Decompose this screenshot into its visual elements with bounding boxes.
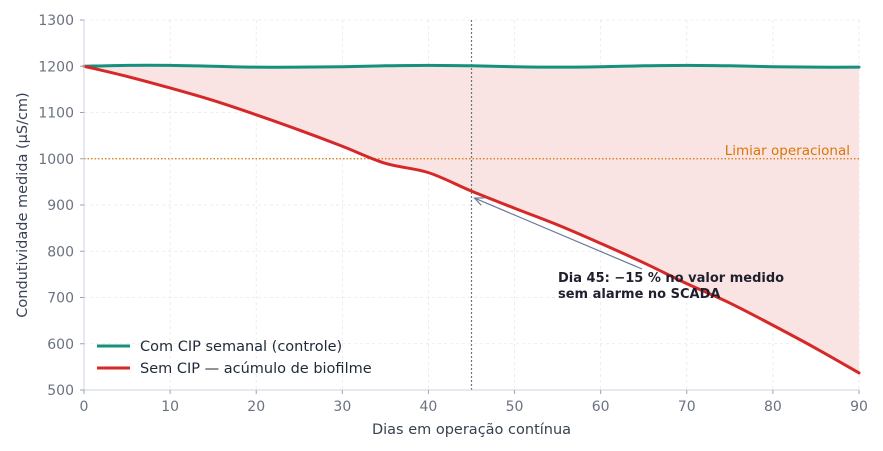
x-tick-label: 40 bbox=[420, 399, 438, 415]
x-tick-label: 80 bbox=[764, 399, 782, 415]
series-line-no-cip bbox=[82, 64, 861, 375]
legend-label: Com CIP semanal (controle) bbox=[140, 339, 342, 355]
annotation-arrowhead bbox=[473, 197, 485, 206]
x-tick-label: 50 bbox=[506, 399, 524, 415]
y-tick-label: 700 bbox=[47, 291, 74, 307]
y-tick-label: 800 bbox=[47, 244, 74, 260]
series-line-control bbox=[82, 63, 861, 69]
annotation-line-1: Dia 45: −15 % no valor medido bbox=[558, 271, 784, 286]
y-axis-label: Condutividade medida (µS/cm) bbox=[15, 92, 31, 317]
legend: Com CIP semanal (controle) Sem CIP — acúm… bbox=[97, 339, 372, 377]
x-tick-label: 0 bbox=[80, 399, 89, 415]
y-tick-label: 500 bbox=[47, 383, 74, 399]
x-tick-label: 20 bbox=[247, 399, 265, 415]
x-tick-label: 70 bbox=[678, 399, 696, 415]
x-tick-label: 30 bbox=[333, 399, 351, 415]
x-tick-label: 10 bbox=[161, 399, 179, 415]
y-tick-label: 1100 bbox=[38, 106, 74, 122]
biofilm-gap-fill bbox=[84, 65, 859, 373]
legend-label: Sem CIP — acúmulo de biofilme bbox=[140, 361, 372, 377]
y-tick-label: 1000 bbox=[38, 152, 74, 168]
annotation-line-2: sem alarme no SCADA bbox=[558, 287, 720, 302]
x-tick-label: 90 bbox=[850, 399, 868, 415]
threshold-label: Limiar operacional bbox=[725, 143, 850, 159]
y-tick-label: 900 bbox=[47, 198, 74, 214]
annotation-arrow bbox=[474, 197, 643, 270]
series-group bbox=[82, 63, 861, 375]
x-axis-label: Dias em operação contínua bbox=[372, 422, 571, 438]
y-tick-label: 1300 bbox=[38, 13, 74, 29]
y-tick-label: 1200 bbox=[38, 59, 74, 75]
tick-labels: 0 10 20 30 40 50 60 70 80 90 500 600 700 800 900 1000 11… bbox=[38, 13, 868, 415]
y-tick-label: 600 bbox=[47, 337, 74, 353]
x-tick-label: 60 bbox=[592, 399, 610, 415]
annotation: Dia 45: −15 % no valor medido sem alarme… bbox=[473, 197, 784, 302]
